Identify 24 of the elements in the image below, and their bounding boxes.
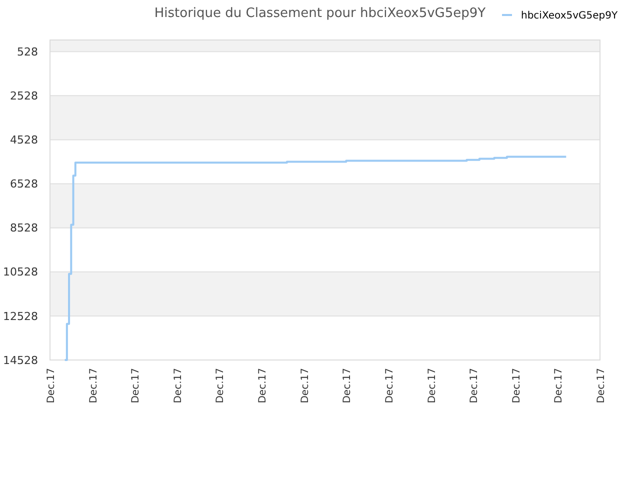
x-tick-label: Dec.17 [258,368,269,404]
x-tick-label: Dec.17 [88,368,100,404]
x-tick-label: Dec.17 [596,368,607,404]
y-tick-label: 4528 [10,134,38,147]
x-tick-label: Dec.17 [300,368,311,404]
x-tick-label: Dec.17 [554,368,565,404]
x-tick-label: Dec.17 [342,368,354,404]
x-tick-label: Dec.17 [172,368,184,404]
y-tick-label: 2528 [10,90,38,103]
x-tick-label: Dec.17 [215,368,226,404]
y-tick-label: 10528 [3,266,38,279]
x-tick-label: Dec.17 [426,368,438,404]
legend-label: hbciXeox5vG5ep9Y [521,10,618,22]
x-tick-label: Dec.17 [511,368,522,404]
x-tick-label: Dec.17 [130,368,142,404]
y-tick-label: 12528 [3,310,38,323]
y-tick-label: 14528 [3,354,38,367]
y-tick-label: 528 [17,45,38,58]
y-tick-label: 6528 [10,178,38,191]
x-tick-label: Dec.17 [384,368,396,404]
y-tick-label: 8528 [10,222,38,235]
x-tick-label: Dec.17 [469,368,480,404]
x-tick-label: Dec.17 [46,368,57,404]
chart-title: Historique du Classement pour hbciXeox5vG5ep9Y [154,6,486,21]
